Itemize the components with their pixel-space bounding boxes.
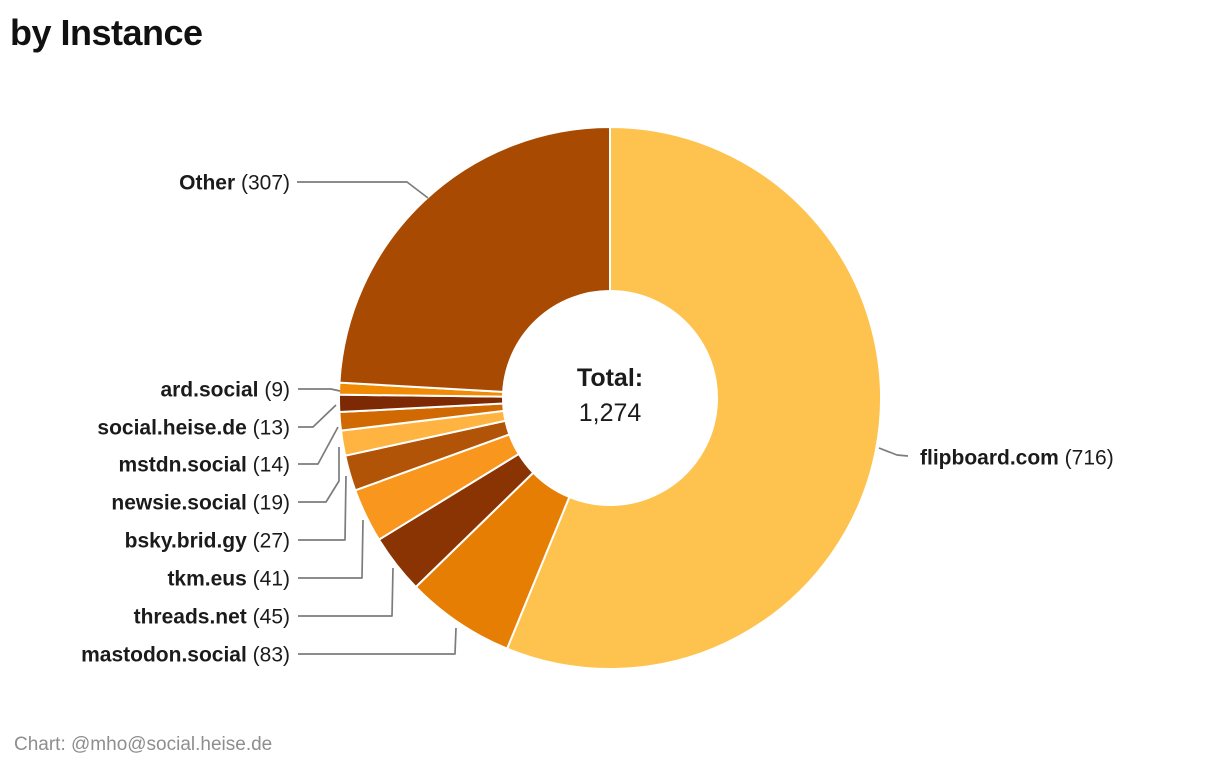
- pie-slice-other: [338, 126, 611, 393]
- leader-line-social-heise-de: [298, 404, 337, 428]
- leader-line-mastodon-social: [298, 627, 457, 655]
- slice-label-threads-net: threads.net (45): [134, 606, 290, 629]
- chart-title: by Instance: [10, 12, 203, 53]
- slice-label-social-heise-de: social.heise.de (13): [97, 417, 290, 440]
- slice-label-bsky-brid-gy: bsky.brid.gy (27): [125, 530, 290, 553]
- slice-label-newsie-social: newsie.social (19): [111, 492, 290, 515]
- slice-label-ard-social: ard.social (9): [160, 379, 290, 402]
- leader-line-tkm-eus: [298, 519, 364, 579]
- leader-line-ard-social: [298, 388, 341, 392]
- total-value: 1,274: [578, 399, 642, 427]
- pie-slice-flipboard-com: [506, 126, 882, 670]
- leader-line-mstdn-social: [298, 426, 339, 465]
- donut-center-label: Total: 1,274: [510, 363, 710, 428]
- slice-label-other: Other (307): [179, 172, 290, 195]
- slice-label-mstdn-social: mstdn.social (14): [118, 454, 290, 477]
- total-label: Total:: [576, 364, 644, 392]
- leader-line-bsky-brid-gy: [298, 475, 347, 541]
- chart-credit: Chart: @mho@social.heise.de: [14, 734, 273, 755]
- leader-line-newsie-social: [298, 447, 340, 503]
- leader-line-flipboard-com: [878, 447, 909, 457]
- slice-label-flipboard-com: flipboard.com (716): [920, 447, 1114, 470]
- slice-label-mastodon-social: mastodon.social (83): [81, 644, 290, 667]
- leader-line-other: [297, 181, 429, 199]
- leader-line-threads-net: [298, 567, 394, 617]
- slice-label-tkm-eus: tkm.eus (41): [167, 568, 290, 591]
